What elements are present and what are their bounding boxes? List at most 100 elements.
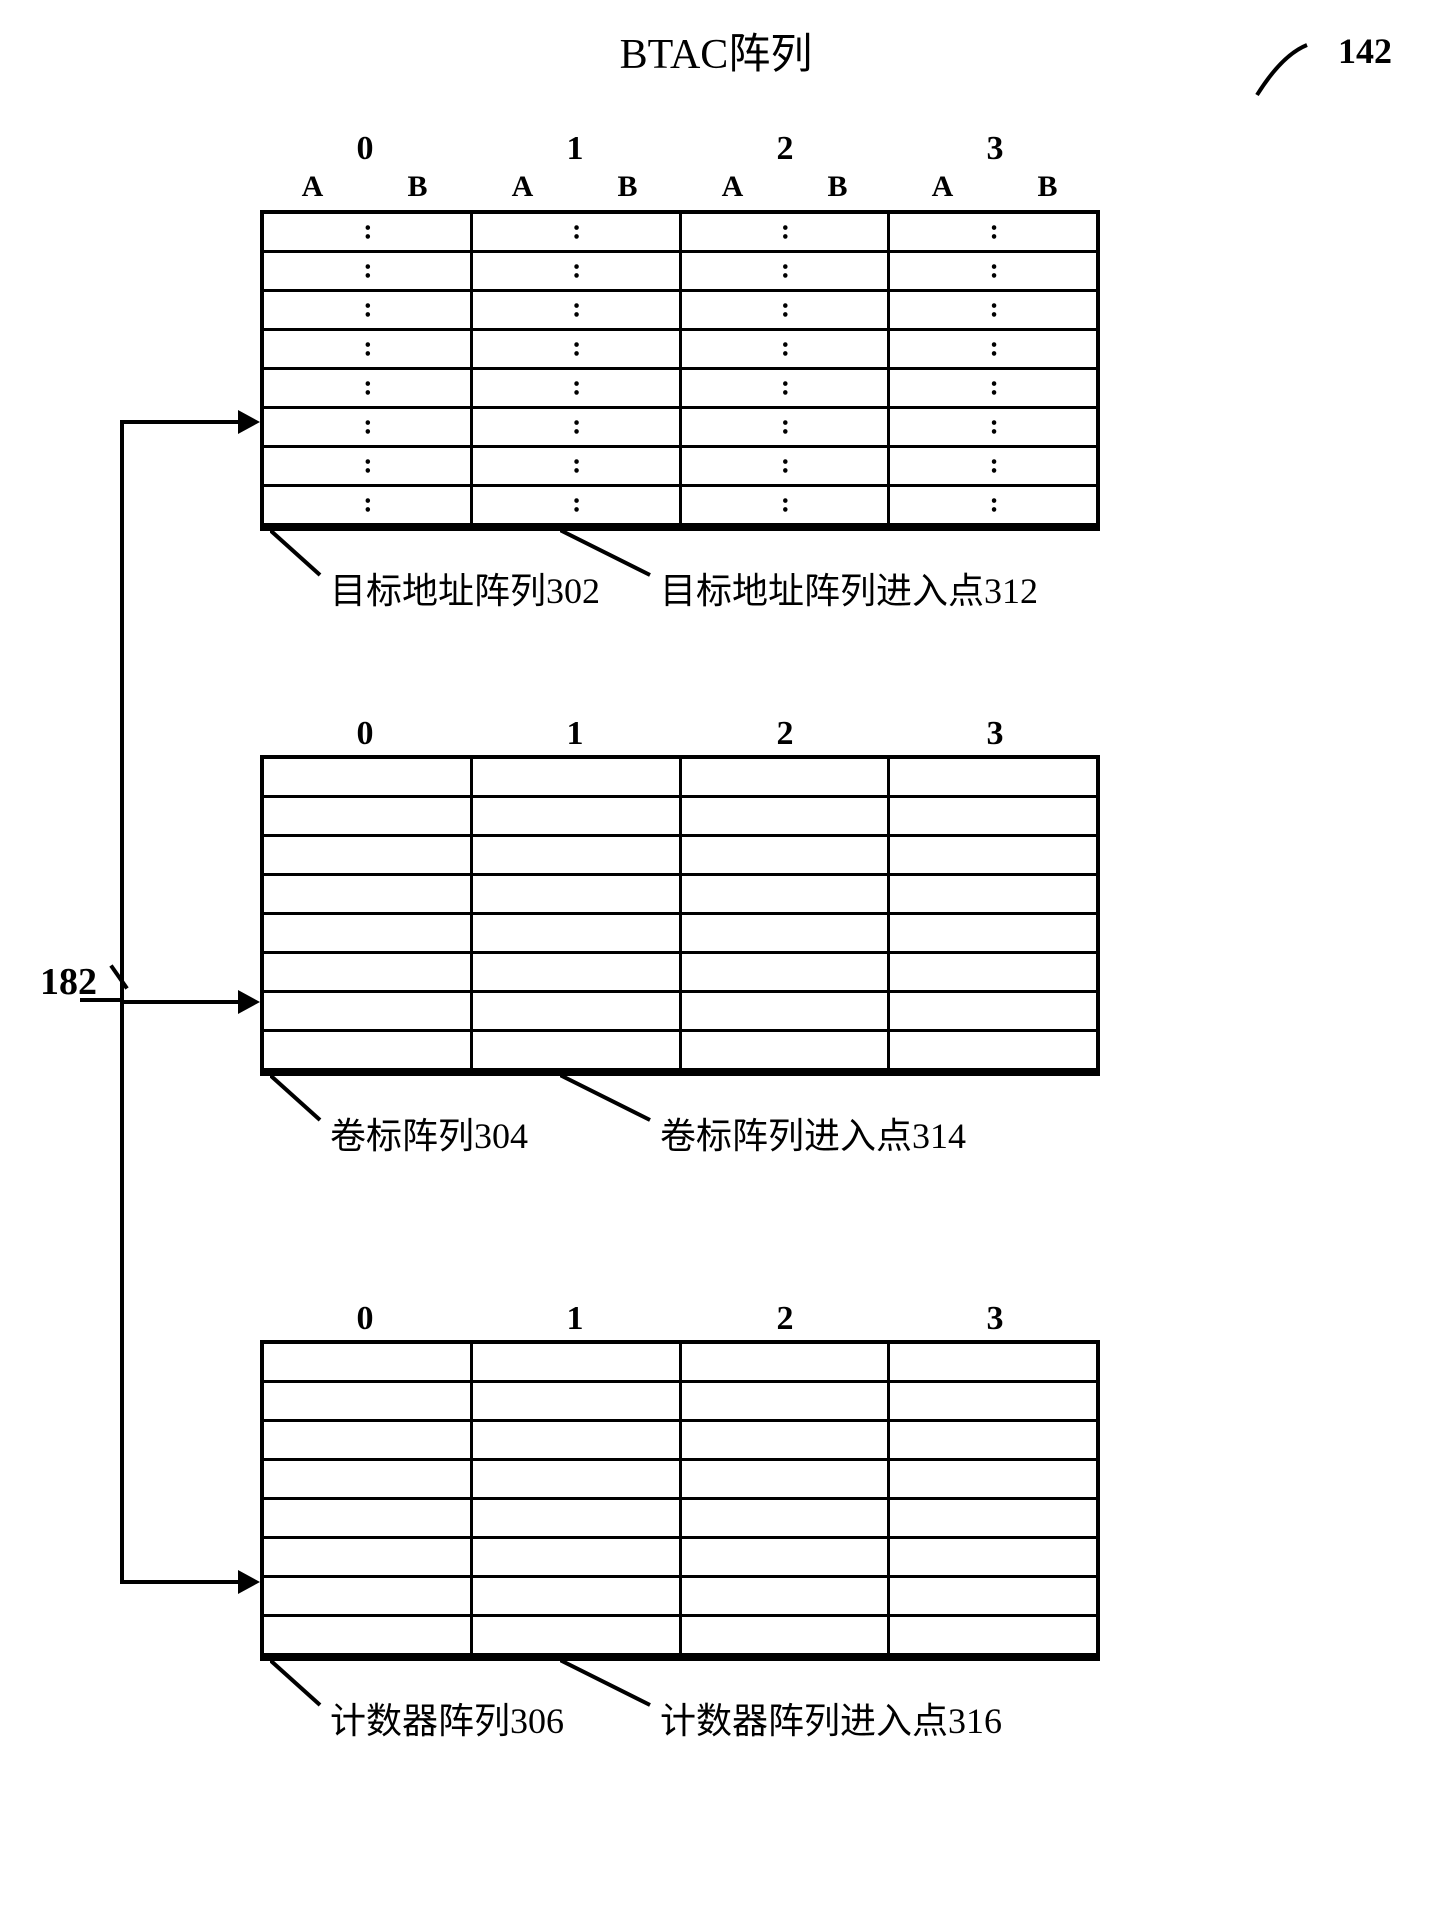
table-cell (264, 798, 473, 834)
column-number: 3 (890, 1300, 1100, 1340)
table-cell (682, 292, 891, 328)
subcolumn-label: B (365, 170, 470, 210)
column-number: 1 (470, 1300, 680, 1340)
table-cell (890, 1539, 1096, 1575)
bus-branch-line (120, 1000, 238, 1004)
table-cell (682, 253, 891, 289)
column-number: 2 (680, 1300, 890, 1340)
table-cell (264, 876, 473, 912)
table-cell (473, 798, 682, 834)
table-cell (264, 1383, 473, 1419)
counter-table (260, 1340, 1100, 1661)
table-cell (264, 993, 473, 1029)
table-cell (473, 1578, 682, 1614)
arrowhead-icon (238, 1570, 260, 1594)
bus-branch-line (120, 420, 238, 424)
subcolumn-label: A (890, 170, 995, 210)
table-cell (890, 876, 1096, 912)
table-cell (473, 448, 682, 484)
column-header: 0123 (260, 715, 1100, 755)
table-cell (682, 1617, 891, 1653)
table-cell (473, 759, 682, 795)
table-cell (682, 331, 891, 367)
table-cell (682, 1461, 891, 1497)
table-cell (264, 1539, 473, 1575)
table-cell (473, 993, 682, 1029)
table-cell (473, 1032, 682, 1068)
table-cell (682, 876, 891, 912)
table-cell (890, 837, 1096, 873)
table-cell (264, 1578, 473, 1614)
subcolumn-label: B (785, 170, 890, 210)
table-row (264, 1422, 1096, 1461)
table-cell (264, 1500, 473, 1536)
table-cell (682, 993, 891, 1029)
diagram-title: BTAC阵列 (0, 20, 1432, 81)
table-row (264, 915, 1096, 954)
table-cell (473, 487, 682, 523)
table-cell (890, 798, 1096, 834)
table-cell (682, 759, 891, 795)
page: BTAC阵列 142 182 0123ABABABAB01230123 目标地址… (0, 0, 1432, 1923)
table-row (264, 876, 1096, 915)
table-row (264, 837, 1096, 876)
table-cell (890, 1032, 1096, 1068)
column-number: 3 (890, 715, 1100, 755)
counter-label-left: 计数器阵列306 (330, 1692, 564, 1744)
table-cell (682, 915, 891, 951)
table-cell (473, 253, 682, 289)
table-row (264, 1539, 1096, 1578)
table-cell (682, 954, 891, 990)
bus-branch-line (120, 1580, 238, 1584)
tag-label-left: 卷标阵列304 (330, 1107, 528, 1159)
table-cell (682, 448, 891, 484)
table-cell (682, 1500, 891, 1536)
table-cell (682, 214, 891, 250)
table-cell (473, 292, 682, 328)
table-row (264, 1500, 1096, 1539)
tag-label-right: 卷标阵列进入点314 (660, 1107, 966, 1159)
table-row (264, 954, 1096, 993)
table-cell (473, 1461, 682, 1497)
table-cell (682, 837, 891, 873)
table-cell (890, 292, 1096, 328)
counter-label-right: 计数器阵列进入点316 (660, 1692, 1002, 1744)
table-cell (682, 1422, 891, 1458)
subcolumn-header: ABABABAB (260, 170, 1100, 210)
table-cell (890, 409, 1096, 445)
table-cell (890, 487, 1096, 523)
table-row (264, 292, 1096, 331)
table-row (264, 253, 1096, 292)
column-header: 0123 (260, 1300, 1100, 1340)
table-cell (264, 759, 473, 795)
table-cell (473, 331, 682, 367)
table-cell (473, 915, 682, 951)
table-row (264, 993, 1096, 1032)
counter-array: 0123 (260, 1300, 1100, 1661)
table-row (264, 1032, 1096, 1068)
column-number: 1 (470, 130, 680, 170)
subcolumn-label: A (260, 170, 365, 210)
table-cell (264, 253, 473, 289)
column-number: 0 (260, 715, 470, 755)
table-cell (890, 993, 1096, 1029)
table-row (264, 759, 1096, 798)
table-cell (264, 214, 473, 250)
table-cell (264, 409, 473, 445)
table-row (264, 331, 1096, 370)
arrowhead-icon (238, 990, 260, 1014)
table-row (264, 798, 1096, 837)
subcolumn-label: A (470, 170, 575, 210)
table-cell (473, 876, 682, 912)
table-row (264, 370, 1096, 409)
table-cell (890, 1617, 1096, 1653)
subcolumn-label: B (575, 170, 680, 210)
table-row (264, 409, 1096, 448)
table-row (264, 448, 1096, 487)
table-cell (264, 1422, 473, 1458)
table-cell (473, 409, 682, 445)
table-row (264, 214, 1096, 253)
table-cell (264, 915, 473, 951)
table-cell (890, 915, 1096, 951)
target-label-right: 目标地址阵列进入点312 (660, 562, 1038, 614)
